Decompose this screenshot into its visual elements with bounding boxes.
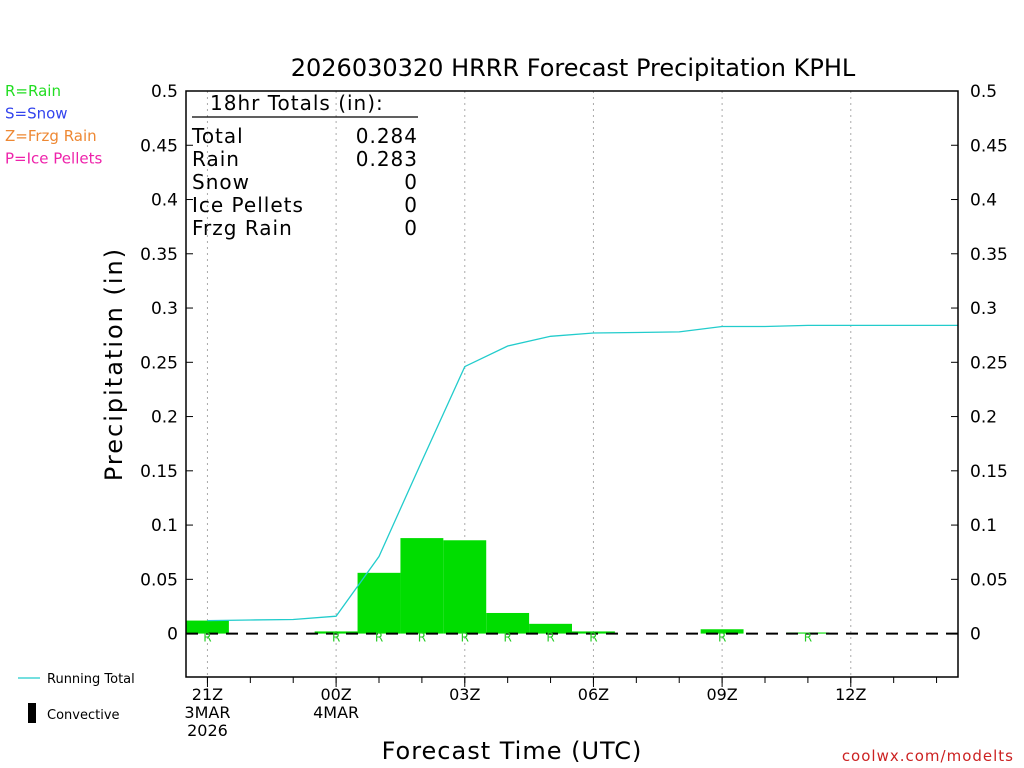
precip-type-marker: R: [804, 631, 812, 645]
precip-type-marker: R: [718, 631, 726, 645]
precip-bar: [357, 572, 401, 634]
precip-type-legend-item: S=Snow: [5, 105, 68, 123]
x-tick-label: 09Z: [706, 685, 737, 704]
y-tick-label-right: 0.2: [970, 408, 997, 428]
x-tick-label: 3MAR: [184, 703, 230, 722]
x-tick-label: 03Z: [449, 685, 480, 704]
bottom-legend: Running Total Convective: [18, 672, 135, 723]
precip-type-legend: R=Rain S=Snow Z=Frzg Rain P=Ice Pellets: [5, 82, 102, 168]
x-tick-label: 00Z: [320, 685, 351, 704]
precip-type-marker: R: [461, 631, 469, 645]
convective-legend-label: Convective: [47, 708, 120, 723]
precip-type-marker: R: [418, 631, 426, 645]
totals-value-rain: 0.283: [356, 147, 418, 171]
x-tick-label: 06Z: [578, 685, 609, 704]
totals-header: 18hr Totals (in):: [210, 91, 384, 115]
y-tick-label-left: 0.3: [151, 299, 178, 319]
totals-value-total: 0.284: [356, 124, 418, 148]
gridlines: [206, 91, 852, 677]
precip-bar: [314, 631, 358, 634]
precip-type-marker: R: [332, 631, 340, 645]
y-tick-label-right: 0.5: [970, 82, 997, 102]
precip-bar: [572, 631, 615, 634]
y-tick-label-left: 0.1: [151, 516, 178, 536]
y-tick-label-right: 0.25: [970, 353, 1008, 373]
x-tick-label: 4MAR: [313, 703, 359, 722]
totals-value-frzg-rain: 0: [404, 216, 418, 240]
running-total-layer: [207, 324, 958, 622]
credit-text: coolwx.com/modelts: [842, 747, 1014, 765]
precip-type-legend-item: R=Rain: [5, 82, 61, 100]
plot-frame: [185, 90, 959, 678]
precip-bar: [186, 620, 229, 634]
y-tick-label-right: 0.1: [970, 516, 997, 536]
precip-bar: [486, 612, 530, 634]
totals-label-rain: Rain: [192, 147, 240, 171]
x-tick-label: 21Z: [192, 685, 223, 704]
precip-type-marker: R: [589, 631, 597, 645]
precip-type-marker: R: [546, 631, 554, 645]
y-tick-label-left: 0.35: [140, 245, 178, 265]
totals-value-snow: 0: [404, 170, 418, 194]
x-axis-label: Forecast Time (UTC): [382, 737, 643, 765]
precip-bar: [443, 540, 487, 634]
totals-label-ice-pellets: Ice Pellets: [192, 193, 304, 217]
y-tick-label-right: 0: [970, 625, 981, 645]
y-tick-label-left: 0.05: [140, 570, 178, 590]
y-tick-label-left: 0.2: [151, 408, 178, 428]
precip-type-marker: R: [503, 631, 511, 645]
precip-type-marker: R: [375, 631, 383, 645]
totals-label-snow: Snow: [192, 170, 250, 194]
y-tick-label-right: 0.45: [970, 136, 1008, 156]
precip-bar: [529, 623, 572, 634]
y-tick-label-right: 0.15: [970, 462, 1008, 482]
x-tick-label: 2026: [187, 721, 228, 740]
y-tick-label-left: 0.5: [151, 82, 178, 102]
y-tick-label-right: 0.3: [970, 299, 997, 319]
x-tick-label: 12Z: [835, 685, 866, 704]
y-tick-label-left: 0.25: [140, 353, 178, 373]
bars-group: [186, 538, 830, 634]
precip-type-legend-item: P=Ice Pellets: [5, 150, 102, 168]
precip-bar: [700, 629, 744, 634]
y-tick-label-left: 0.15: [140, 462, 178, 482]
convective-legend-swatch: [28, 703, 36, 723]
totals-label-frzg-rain: Frzg Rain: [192, 216, 293, 240]
totals-box: 18hr Totals (in): Total 0.284 Rain 0.283…: [191, 91, 418, 240]
totals-label-total: Total: [191, 124, 244, 148]
y-axis-ticks: 0 00.05 0.050.1 0.10.15 0.150.2 0.20.25 0.250.…: [140, 82, 1008, 645]
y-tick-label-left: 0.4: [151, 191, 178, 211]
y-tick-label-right: 0.35: [970, 245, 1008, 265]
y-tick-label-left: 0.45: [140, 136, 178, 156]
running-total-line: [207, 324, 958, 622]
totals-value-ice-pellets: 0: [404, 193, 418, 217]
y-tick-label-left: 0: [167, 625, 178, 645]
precip-type-marker: R: [203, 631, 211, 645]
precip-type-legend-item: Z=Frzg Rain: [5, 127, 97, 145]
chart-title: 2026030320 HRRR Forecast Precipitation K…: [291, 54, 856, 82]
y-tick-label-right: 0.05: [970, 570, 1008, 590]
y-tick-label-right: 0.4: [970, 191, 997, 211]
running-total-legend-label: Running Total: [47, 672, 135, 687]
y-axis-label: Precipitation (in): [100, 247, 128, 481]
precip-bar: [400, 538, 444, 634]
